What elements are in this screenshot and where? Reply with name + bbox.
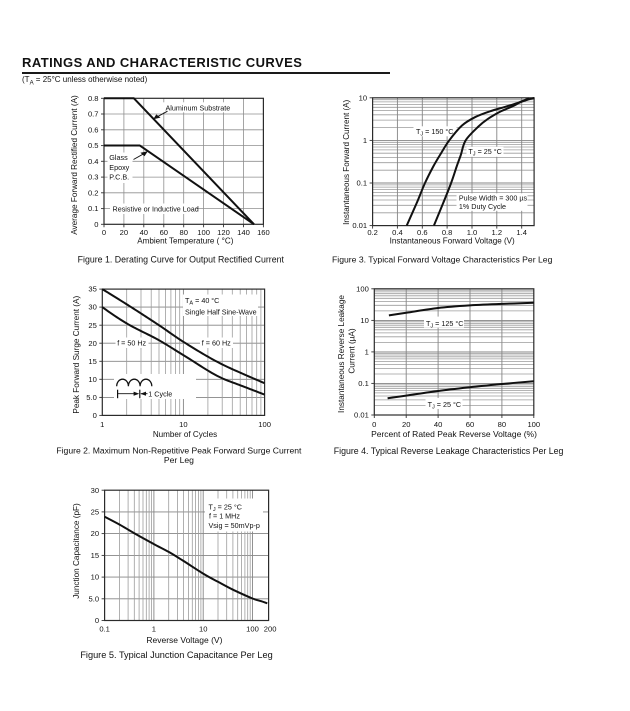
svg-text:1% Duty Cycle: 1% Duty Cycle [459,202,506,211]
svg-text:Instantaneous Forward Current: Instantaneous Forward Current (A) [342,99,351,224]
svg-text:10: 10 [179,420,187,429]
svg-text:Percent of Rated Peak Reverse: Percent of Rated Peak Reverse Voltage (%… [371,429,537,439]
svg-text:0.4: 0.4 [88,157,99,166]
svg-text:0.01: 0.01 [354,411,369,420]
svg-text:60: 60 [160,228,168,237]
svg-text:0: 0 [95,616,99,625]
svg-text:1: 1 [152,624,156,633]
svg-text:Junction Capacitance (pF): Junction Capacitance (pF) [72,503,81,599]
svg-text:0: 0 [102,228,106,237]
svg-text:1: 1 [365,348,369,357]
svg-text:100: 100 [527,420,540,429]
svg-text:120: 120 [217,228,230,237]
svg-text:Figure 2. Maximum Non-Repetiti: Figure 2. Maximum Non-Repetitive Peak Fo… [56,446,302,456]
svg-text:10: 10 [88,375,96,384]
svg-text:80: 80 [498,420,506,429]
svg-text:0: 0 [94,220,98,229]
svg-text:30: 30 [91,486,99,495]
svg-text:30: 30 [88,303,96,312]
svg-text:Vsig = 50mVp-p: Vsig = 50mVp-p [209,521,260,530]
svg-text:Instantaneous Forward Voltage: Instantaneous Forward Voltage (V) [390,237,515,246]
svg-text:0.8: 0.8 [88,94,99,103]
svg-text:TJ = 125 °C: TJ = 125 °C [426,319,463,330]
svg-text:Ambient Temperature ( °C): Ambient Temperature ( °C) [137,237,234,246]
svg-text:Per Leg: Per Leg [164,455,194,465]
svg-text:Pulse Width = 300 µs: Pulse Width = 300 µs [459,193,528,202]
svg-text:0.2: 0.2 [88,188,99,197]
svg-text:0.3: 0.3 [88,173,99,182]
svg-text:0.5: 0.5 [88,141,99,150]
svg-text:140: 140 [237,228,250,237]
svg-text:100: 100 [258,420,271,429]
svg-text:0.2: 0.2 [367,228,378,237]
svg-text:1: 1 [363,136,367,145]
svg-text:P.C.B.: P.C.B. [109,172,129,181]
svg-text:Figure 5. Typical Junction Cap: Figure 5. Typical Junction Capacitance P… [80,650,272,660]
svg-text:15: 15 [91,551,99,560]
svg-text:TJ = 25 °C: TJ = 25 °C [209,503,242,514]
svg-text:5.0: 5.0 [86,393,97,402]
svg-text:1: 1 [100,420,104,429]
svg-text:Peak Forward Surge Current (A): Peak Forward Surge Current (A) [72,296,81,414]
svg-text:10: 10 [91,573,99,582]
svg-text:40: 40 [140,228,148,237]
svg-text:TJ = 150 °C: TJ = 150 °C [416,127,453,138]
svg-text:Resistive or Inductive Load: Resistive or Inductive Load [113,205,199,214]
svg-text:60: 60 [466,420,474,429]
svg-text:Figure 1. Derating Curve for O: Figure 1. Derating Curve for Output Rect… [78,254,285,264]
svg-text:1.4: 1.4 [516,228,527,237]
svg-text:Aluminum Substrate: Aluminum Substrate [166,103,231,112]
svg-text:100: 100 [246,624,259,633]
svg-text:40: 40 [434,420,442,429]
svg-text:Glass: Glass [109,153,128,162]
svg-text:0: 0 [372,420,376,429]
svg-text:10: 10 [359,93,367,102]
svg-text:20: 20 [91,529,99,538]
svg-text:15: 15 [88,357,96,366]
svg-text:25: 25 [88,321,96,330]
svg-text:25: 25 [91,508,99,517]
svg-text:160: 160 [257,228,270,237]
svg-text:TA = 40 °C: TA = 40 °C [185,296,219,307]
svg-text:0: 0 [93,411,97,420]
svg-text:5.0: 5.0 [89,594,100,603]
svg-text:Figure 3. Typical Forward Volt: Figure 3. Typical Forward Voltage Charac… [332,254,553,264]
svg-text:1 Cycle: 1 Cycle [148,389,172,398]
svg-text:0.1: 0.1 [358,379,369,388]
svg-text:20: 20 [88,339,96,348]
svg-text:35: 35 [88,285,96,294]
svg-text:Single Half Sine-Wave: Single Half Sine-Wave [185,307,257,316]
svg-text:20: 20 [402,420,410,429]
svg-text:80: 80 [179,228,187,237]
svg-text:20: 20 [120,228,128,237]
svg-text:10: 10 [360,316,368,325]
svg-text:0.6: 0.6 [417,228,428,237]
svg-text:0.4: 0.4 [392,228,403,237]
svg-text:TJ = 25 °C: TJ = 25 °C [468,147,501,158]
svg-text:0.7: 0.7 [88,110,99,119]
svg-text:f = 1 MHz: f = 1 MHz [209,512,240,521]
svg-text:0.8: 0.8 [442,228,453,237]
svg-text:0.1: 0.1 [88,204,99,213]
svg-text:0.6: 0.6 [88,125,99,134]
svg-text:0.1: 0.1 [99,624,110,633]
svg-text:Figure 4. Typical Reverse Leak: Figure 4. Typical Reverse Leakage Charac… [334,446,564,456]
svg-text:Epoxy: Epoxy [109,163,129,172]
svg-text:10: 10 [199,624,207,633]
svg-text:f = 60 Hz: f = 60 Hz [202,339,231,348]
svg-text:200: 200 [264,624,277,633]
svg-text:TJ = 25 °C: TJ = 25 °C [428,400,461,411]
svg-text:Average Forward Rectified Curr: Average Forward Rectified Current (A) [70,95,79,235]
svg-text:0.01: 0.01 [352,221,367,230]
svg-text:Reverse Voltage (V): Reverse Voltage (V) [146,635,222,645]
svg-text:Current (µA): Current (µA) [348,328,357,373]
svg-text:1.0: 1.0 [467,228,478,237]
svg-text:100: 100 [197,228,210,237]
svg-text:100: 100 [356,284,369,293]
svg-text:0.1: 0.1 [357,179,368,188]
svg-text:1.2: 1.2 [492,228,503,237]
svg-text:Instantaneous Reverse Leakage: Instantaneous Reverse Leakage [337,295,346,413]
svg-text:Number of Cycles: Number of Cycles [153,430,217,439]
svg-text:f = 50 Hz: f = 50 Hz [117,339,146,348]
